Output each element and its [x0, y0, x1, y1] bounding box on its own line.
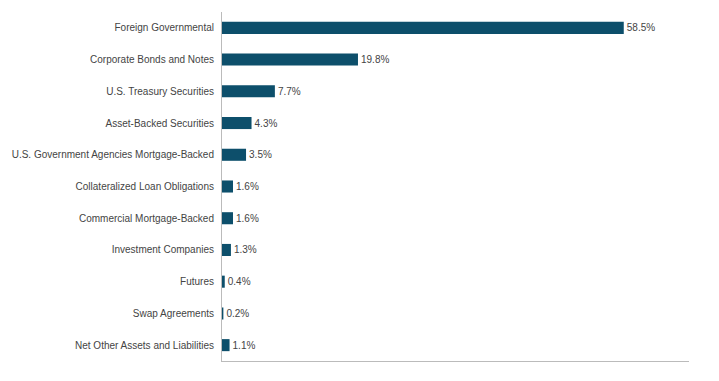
svg-text:19.8%: 19.8%: [361, 54, 389, 65]
svg-text:0.2%: 0.2%: [226, 308, 249, 319]
svg-text:Foreign Governmental: Foreign Governmental: [115, 22, 215, 33]
svg-text:U.S. Treasury Securities: U.S. Treasury Securities: [106, 86, 214, 97]
svg-text:Futures: Futures: [180, 276, 214, 287]
svg-text:58.5%: 58.5%: [627, 22, 655, 33]
svg-text:U.S. Government Agencies Mortg: U.S. Government Agencies Mortgage-Backed: [12, 149, 214, 160]
svg-text:Collateralized Loan Obligation: Collateralized Loan Obligations: [76, 181, 214, 192]
svg-text:0.4%: 0.4%: [228, 276, 251, 287]
svg-text:7.7%: 7.7%: [278, 86, 301, 97]
svg-text:Corporate Bonds and Notes: Corporate Bonds and Notes: [90, 54, 214, 65]
svg-text:Swap Agreements: Swap Agreements: [133, 308, 214, 319]
svg-text:Investment Companies: Investment Companies: [112, 244, 214, 255]
svg-text:Commercial Mortgage-Backed: Commercial Mortgage-Backed: [79, 213, 214, 224]
svg-text:1.1%: 1.1%: [233, 340, 256, 351]
svg-text:1.6%: 1.6%: [236, 213, 259, 224]
svg-text:3.5%: 3.5%: [249, 149, 272, 160]
svg-text:4.3%: 4.3%: [255, 118, 278, 129]
svg-text:1.6%: 1.6%: [236, 181, 259, 192]
svg-text:Asset-Backed Securities: Asset-Backed Securities: [106, 118, 214, 129]
svg-text:Net Other Assets and Liabiliti: Net Other Assets and Liabilities: [75, 340, 214, 351]
svg-text:1.3%: 1.3%: [234, 244, 257, 255]
